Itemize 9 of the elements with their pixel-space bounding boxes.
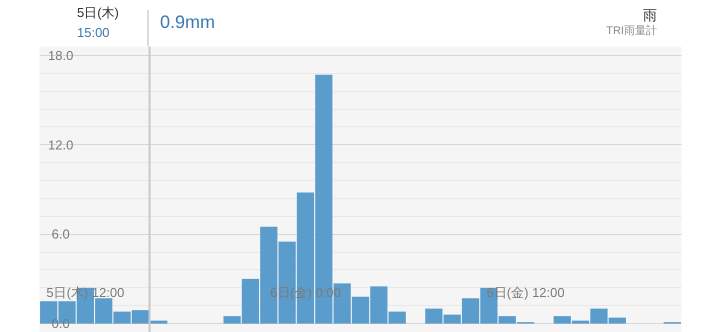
y-tick-label: 6.0: [52, 226, 70, 242]
text: 5日(木): [77, 4, 119, 22]
y-tick-label: 12.0: [48, 137, 74, 152]
text: 雨: [643, 6, 657, 24]
bar: [150, 320, 168, 324]
chart-title: 0.9mm: [160, 11, 216, 34]
y-tick-label: 18.0: [48, 48, 74, 63]
text: TRI雨量計: [606, 24, 657, 39]
text: 15:00: [77, 24, 110, 42]
